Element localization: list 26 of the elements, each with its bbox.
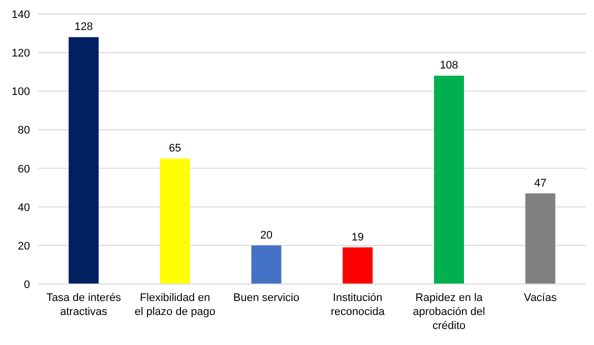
y-tick-label: 120 — [12, 48, 30, 60]
y-tick-label: 100 — [12, 86, 30, 98]
data-label: 47 — [534, 177, 546, 190]
bar — [525, 193, 556, 284]
x-tick-label: Vacías — [524, 292, 558, 304]
y-tick-label: 40 — [18, 202, 30, 214]
y-tick-label: 0 — [24, 279, 30, 291]
x-tick-label: Institución reconocida — [330, 292, 386, 318]
x-tick-label: Tasa de interés atractivas — [46, 292, 122, 318]
bar — [434, 76, 464, 284]
y-tick-label: 80 — [18, 124, 30, 137]
bar — [160, 158, 190, 284]
bar — [342, 247, 373, 284]
bar — [251, 245, 282, 284]
bar — [68, 37, 99, 284]
data-label: 128 — [74, 21, 93, 34]
data-label: 108 — [440, 60, 458, 72]
x-tick-label: Buen servicio — [233, 292, 300, 304]
x-tick-label: Rapidez en la aprobación del crédito — [412, 292, 486, 332]
data-label: 20 — [260, 229, 272, 242]
data-label: 65 — [168, 142, 182, 155]
data-label: 19 — [352, 231, 364, 244]
y-tick-label: 60 — [18, 163, 30, 176]
x-tick-label: Flexibilidad en el plazo de pago — [134, 292, 216, 318]
y-tick-label: 140 — [12, 9, 30, 21]
y-tick-label: 20 — [18, 240, 30, 252]
